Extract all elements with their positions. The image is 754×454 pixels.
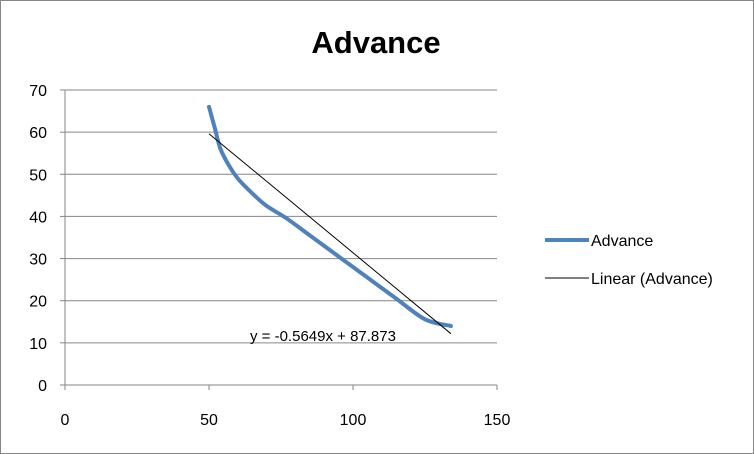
tick-labels: 0 10 20 30 40 50 60 70 0 50 100 150 bbox=[29, 83, 510, 429]
y-tick-label-40: 40 bbox=[29, 209, 47, 226]
legend-label-linear-advance: Linear (Advance) bbox=[591, 271, 713, 288]
y-tick-label-70: 70 bbox=[29, 83, 47, 100]
gridlines bbox=[65, 89, 497, 344]
x-tick-label-50: 50 bbox=[200, 412, 218, 429]
y-tick-label-10: 10 bbox=[29, 336, 47, 353]
x-tick-label-100: 100 bbox=[340, 412, 367, 429]
legend: Advance Linear (Advance) bbox=[545, 233, 713, 288]
y-tick-label-0: 0 bbox=[38, 378, 47, 395]
axes bbox=[60, 89, 498, 390]
series-line-advance bbox=[207, 104, 453, 328]
y-tick-label-50: 50 bbox=[29, 167, 47, 184]
x-tick-label-0: 0 bbox=[61, 412, 70, 429]
y-tick-label-60: 60 bbox=[29, 125, 47, 142]
legend-label-advance: Advance bbox=[591, 233, 653, 250]
trendline-linear-advance bbox=[208, 133, 452, 335]
y-tick-label-30: 30 bbox=[29, 252, 47, 269]
trendline-equation: y = -0.5649x + 87.873 bbox=[250, 328, 396, 345]
x-tick-label-150: 150 bbox=[484, 412, 511, 429]
chart-title: Advance bbox=[311, 25, 440, 60]
series bbox=[207, 104, 453, 335]
y-tick-label-20: 20 bbox=[29, 294, 47, 311]
